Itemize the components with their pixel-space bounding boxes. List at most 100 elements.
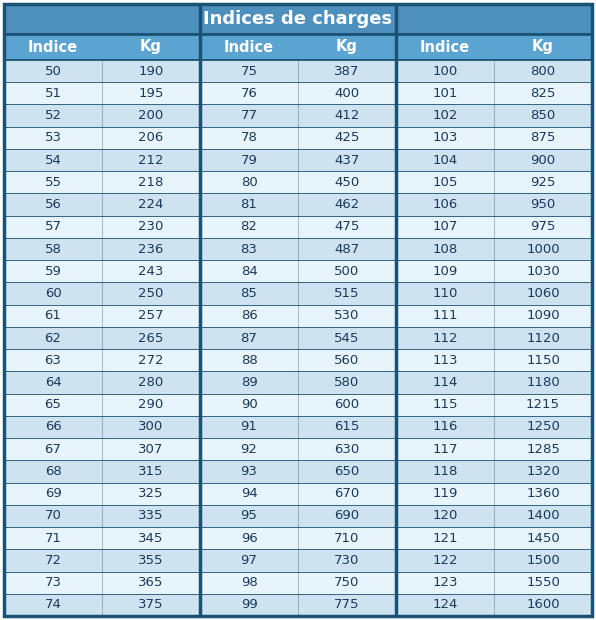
Bar: [4, 34, 592, 60]
Text: 265: 265: [138, 332, 164, 345]
Text: 515: 515: [334, 287, 360, 300]
Text: 82: 82: [241, 220, 257, 233]
Bar: [4, 193, 592, 216]
Text: 307: 307: [138, 443, 164, 456]
Text: 290: 290: [138, 398, 164, 411]
Text: 375: 375: [138, 598, 164, 611]
Text: 75: 75: [241, 64, 257, 78]
Text: 96: 96: [241, 532, 257, 544]
Text: 212: 212: [138, 154, 164, 167]
Text: 109: 109: [432, 265, 458, 278]
Text: 106: 106: [432, 198, 458, 211]
Text: 111: 111: [432, 309, 458, 322]
Text: 103: 103: [432, 131, 458, 144]
Text: 63: 63: [45, 354, 61, 367]
Text: 69: 69: [45, 487, 61, 500]
Text: 950: 950: [530, 198, 555, 211]
Bar: [4, 260, 592, 282]
Text: 190: 190: [138, 64, 164, 78]
Text: 218: 218: [138, 176, 164, 189]
Text: 58: 58: [45, 242, 61, 255]
Text: 710: 710: [334, 532, 360, 544]
Text: 1450: 1450: [526, 532, 560, 544]
Text: 475: 475: [334, 220, 360, 233]
Text: 95: 95: [241, 510, 257, 523]
Bar: [4, 482, 592, 505]
Text: 84: 84: [241, 265, 257, 278]
Bar: [4, 105, 592, 126]
Text: 85: 85: [241, 287, 257, 300]
Text: 72: 72: [45, 554, 61, 567]
Text: 55: 55: [45, 176, 61, 189]
Text: 630: 630: [334, 443, 359, 456]
Text: 64: 64: [45, 376, 61, 389]
Text: Kg: Kg: [140, 40, 162, 55]
Text: 236: 236: [138, 242, 164, 255]
Text: 1180: 1180: [526, 376, 560, 389]
Text: 1285: 1285: [526, 443, 560, 456]
Text: 1250: 1250: [526, 420, 560, 433]
Text: 975: 975: [530, 220, 555, 233]
Bar: [4, 304, 592, 327]
Text: Indices de charges: Indices de charges: [203, 10, 393, 28]
Text: 1550: 1550: [526, 576, 560, 589]
Text: 122: 122: [432, 554, 458, 567]
Text: 94: 94: [241, 487, 257, 500]
Text: 88: 88: [241, 354, 257, 367]
Text: 50: 50: [45, 64, 61, 78]
Text: 99: 99: [241, 598, 257, 611]
Text: 115: 115: [432, 398, 458, 411]
Text: 487: 487: [334, 242, 359, 255]
Text: 57: 57: [45, 220, 61, 233]
Text: 1150: 1150: [526, 354, 560, 367]
Text: 102: 102: [432, 109, 458, 122]
Text: 1360: 1360: [526, 487, 560, 500]
Text: Indice: Indice: [420, 40, 470, 55]
Bar: [4, 505, 592, 527]
Text: 365: 365: [138, 576, 164, 589]
Text: 250: 250: [138, 287, 164, 300]
Text: 580: 580: [334, 376, 359, 389]
Text: 925: 925: [530, 176, 555, 189]
Text: 335: 335: [138, 510, 164, 523]
Bar: [4, 371, 592, 394]
Text: 89: 89: [241, 376, 257, 389]
Text: 61: 61: [45, 309, 61, 322]
Text: 56: 56: [45, 198, 61, 211]
Text: 66: 66: [45, 420, 61, 433]
Bar: [4, 171, 592, 193]
Text: 119: 119: [432, 487, 458, 500]
Text: 104: 104: [432, 154, 458, 167]
Text: Kg: Kg: [336, 40, 358, 55]
Text: 243: 243: [138, 265, 164, 278]
Text: 825: 825: [530, 87, 555, 100]
Text: 425: 425: [334, 131, 360, 144]
Text: 345: 345: [138, 532, 164, 544]
Text: 77: 77: [241, 109, 257, 122]
Bar: [4, 394, 592, 416]
Text: 71: 71: [45, 532, 61, 544]
Text: 118: 118: [432, 465, 458, 478]
Text: 116: 116: [432, 420, 458, 433]
Text: 257: 257: [138, 309, 164, 322]
Text: 560: 560: [334, 354, 359, 367]
Text: 81: 81: [241, 198, 257, 211]
Text: 462: 462: [334, 198, 359, 211]
Text: 73: 73: [45, 576, 61, 589]
Text: 315: 315: [138, 465, 164, 478]
Bar: [4, 82, 592, 105]
Text: 86: 86: [241, 309, 257, 322]
Bar: [4, 549, 592, 572]
Text: 93: 93: [241, 465, 257, 478]
Text: Kg: Kg: [532, 40, 554, 55]
Bar: [4, 126, 592, 149]
Bar: [4, 282, 592, 304]
Text: 437: 437: [334, 154, 360, 167]
Text: 1400: 1400: [526, 510, 560, 523]
Text: 100: 100: [432, 64, 458, 78]
Text: 325: 325: [138, 487, 164, 500]
Text: 83: 83: [241, 242, 257, 255]
Text: 600: 600: [334, 398, 359, 411]
Text: 355: 355: [138, 554, 164, 567]
Text: 107: 107: [432, 220, 458, 233]
